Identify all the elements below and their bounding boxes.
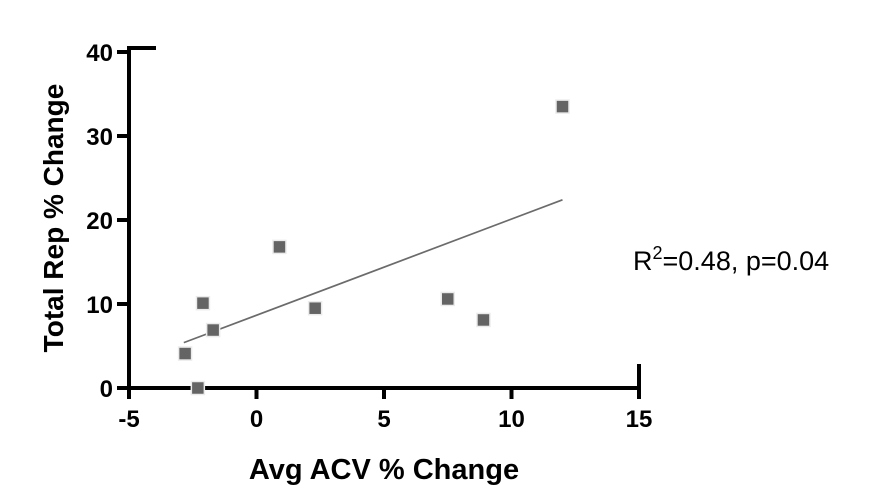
x-tick-label: 5 bbox=[377, 406, 390, 433]
data-point-marker bbox=[440, 291, 455, 307]
data-point-marker bbox=[190, 380, 206, 396]
data-point-marker bbox=[307, 300, 323, 316]
data-point-marker bbox=[177, 346, 193, 361]
y-tick-label: 0 bbox=[100, 376, 113, 403]
y-axis-title: Total Rep % Change bbox=[38, 84, 69, 353]
data-point-marker bbox=[272, 239, 287, 255]
x-tick-label: -5 bbox=[118, 406, 139, 433]
x-tick-label: 0 bbox=[250, 406, 263, 433]
annotation-base: R bbox=[633, 246, 653, 276]
r-squared-annotation: R2=0.48, p=0.04 bbox=[633, 243, 829, 276]
data-point-marker bbox=[555, 99, 570, 114]
data-point-marker bbox=[205, 322, 221, 338]
trend-line bbox=[183, 199, 563, 344]
x-tick-label: 10 bbox=[498, 406, 525, 433]
y-tick-label: 30 bbox=[86, 124, 113, 151]
data-point-marker bbox=[195, 295, 211, 311]
y-tick-label: 20 bbox=[86, 208, 113, 235]
x-tick-label: 15 bbox=[626, 406, 653, 433]
annotation-superscript: 2 bbox=[653, 243, 663, 263]
y-tick-label: 40 bbox=[86, 40, 113, 67]
data-point-marker bbox=[476, 312, 491, 328]
x-axis-title: Avg ACV % Change bbox=[249, 454, 519, 486]
y-tick-label: 10 bbox=[86, 292, 113, 319]
data-layer bbox=[177, 99, 570, 396]
annotation-rest: =0.48, p=0.04 bbox=[663, 246, 830, 276]
